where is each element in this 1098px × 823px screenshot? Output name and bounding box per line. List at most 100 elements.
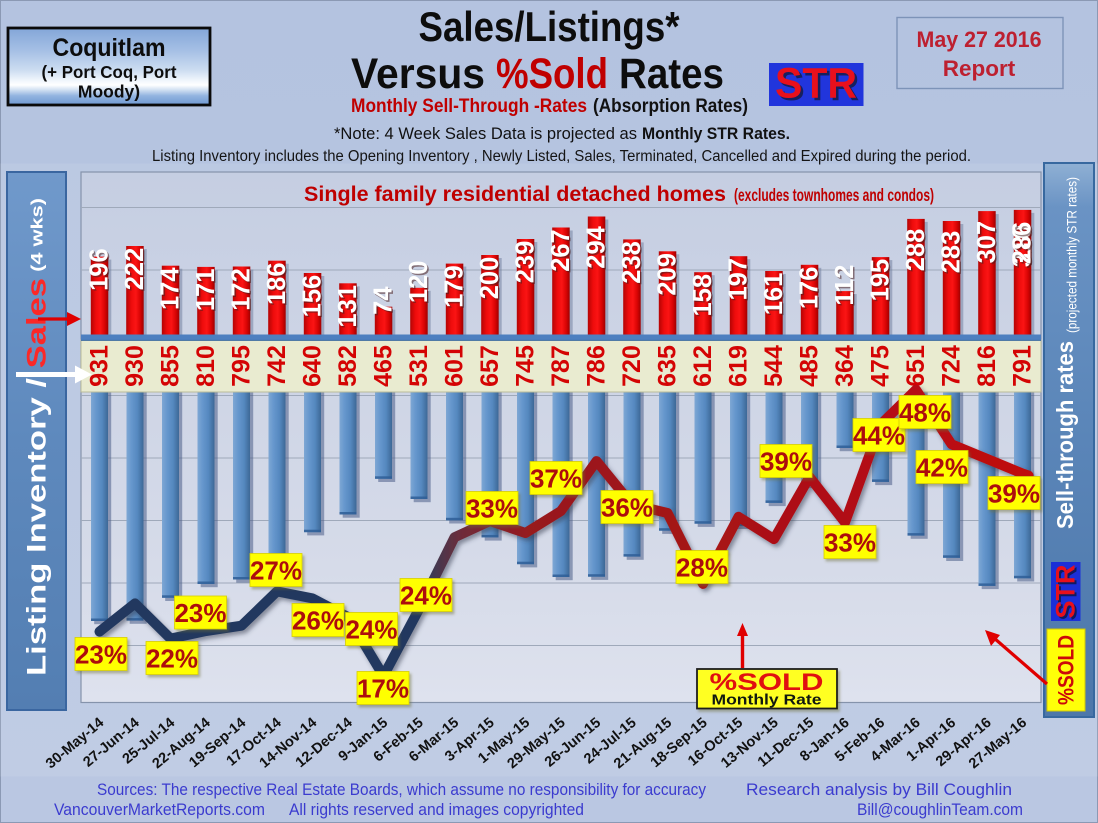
svg-text:931: 931: [86, 345, 114, 387]
svg-text:%SOLD: %SOLD: [710, 669, 824, 696]
svg-text:131: 131: [334, 285, 362, 328]
svg-text:*Note: 4 Week Sales Data is pr: *Note: 4 Week Sales Data is projected as: [334, 125, 637, 143]
svg-text:(excludes townhomes and condos: (excludes townhomes and condos): [734, 185, 934, 205]
svg-text:209: 209: [655, 255, 683, 298]
svg-text:24%: 24%: [345, 615, 397, 645]
svg-text:STR: STR: [1053, 567, 1083, 621]
svg-text:294: 294: [583, 225, 611, 268]
svg-text:33%: 33%: [466, 494, 518, 524]
svg-text:172: 172: [229, 270, 257, 313]
svg-text:(projected monthly STR rates): (projected monthly STR rates): [1065, 177, 1080, 333]
svg-text:VancouverMarketReports.com: VancouverMarketReports.com: [54, 800, 265, 819]
svg-text:179: 179: [442, 267, 470, 310]
svg-text:582: 582: [334, 345, 362, 387]
svg-text:197: 197: [724, 258, 752, 301]
svg-text:Monthly Rate: Monthly Rate: [712, 693, 822, 709]
svg-text:222: 222: [123, 249, 151, 292]
svg-text:39%: 39%: [760, 447, 812, 477]
svg-text:283: 283: [938, 231, 966, 274]
svg-text:Listing Inventory / Sales (4: Listing Inventory / Sales (4 wks): [22, 198, 52, 676]
svg-text:239: 239: [511, 241, 539, 284]
svg-text:791: 791: [1009, 345, 1037, 387]
svg-text:42%: 42%: [916, 453, 968, 483]
svg-text:17%: 17%: [357, 674, 409, 704]
svg-text:307: 307: [973, 221, 1001, 264]
svg-text:310: 310: [1010, 226, 1038, 269]
svg-text:601: 601: [441, 345, 469, 387]
svg-text:267: 267: [547, 229, 575, 272]
svg-text:174: 174: [157, 267, 185, 310]
svg-text:All rights reserved and image: All rights reserved and images copyright…: [289, 800, 584, 819]
svg-text:Report: Report: [943, 56, 1016, 81]
svg-text:74: 74: [371, 287, 399, 316]
svg-text:288: 288: [902, 229, 930, 272]
svg-text:267: 267: [549, 231, 577, 274]
svg-text:37%: 37%: [530, 464, 582, 494]
svg-text:Sales/Listings*: Sales/Listings*: [419, 3, 681, 50]
svg-text:Versus: Versus: [351, 50, 485, 98]
svg-text:531: 531: [405, 345, 433, 387]
svg-text:195: 195: [867, 259, 895, 302]
svg-text:172: 172: [228, 268, 256, 311]
svg-text:176: 176: [795, 267, 823, 310]
svg-text:810: 810: [192, 345, 220, 387]
svg-text:131: 131: [336, 287, 364, 330]
svg-text:186: 186: [265, 264, 293, 307]
svg-text:465: 465: [370, 345, 398, 387]
svg-text:May 27 2016: May 27 2016: [917, 27, 1042, 52]
svg-text:STR: STR: [1051, 565, 1081, 619]
svg-text:238: 238: [618, 241, 646, 284]
svg-text:238: 238: [620, 243, 648, 286]
svg-text:286: 286: [1010, 223, 1038, 266]
svg-text:720: 720: [618, 345, 646, 387]
svg-text:171: 171: [194, 270, 222, 313]
svg-text:36%: 36%: [601, 493, 653, 523]
svg-text:176: 176: [797, 268, 825, 311]
svg-text:310: 310: [1009, 225, 1037, 268]
svg-text:745: 745: [512, 345, 540, 387]
svg-text:171: 171: [192, 269, 220, 312]
svg-text:(Absorption Rates): (Absorption Rates): [593, 96, 748, 117]
svg-text:26%: 26%: [292, 606, 344, 636]
svg-text:Monthly Sell-Through -Rates: Monthly Sell-Through -Rates: [351, 96, 587, 117]
svg-text:209: 209: [653, 253, 681, 296]
svg-text:222: 222: [121, 248, 149, 291]
svg-text:22%: 22%: [146, 644, 198, 674]
svg-text:196: 196: [85, 248, 113, 291]
svg-text:33%: 33%: [824, 528, 876, 558]
svg-text:200: 200: [478, 258, 506, 301]
svg-text:195: 195: [868, 260, 896, 303]
svg-text:STR: STR: [775, 60, 857, 108]
svg-text:635: 635: [654, 345, 682, 387]
svg-text:651: 651: [902, 345, 930, 387]
svg-text:120: 120: [405, 261, 433, 304]
svg-text:294: 294: [584, 227, 612, 270]
svg-text:286: 286: [1009, 222, 1037, 265]
svg-text:(+ Port Coq, Port: (+ Port Coq, Port: [42, 62, 177, 82]
svg-text:44%: 44%: [853, 421, 905, 451]
svg-text:657: 657: [476, 345, 504, 387]
svg-text:612: 612: [689, 345, 717, 387]
svg-text:158: 158: [691, 275, 719, 318]
svg-text:Sell-through rates: Sell-through rates: [1052, 341, 1078, 529]
svg-text:28%: 28%: [676, 553, 728, 583]
svg-text:186: 186: [263, 262, 291, 305]
svg-text:742: 742: [263, 345, 291, 387]
svg-text:544: 544: [760, 345, 788, 387]
svg-text:120: 120: [407, 262, 435, 305]
svg-text:787: 787: [547, 345, 575, 387]
svg-text:200: 200: [476, 257, 504, 300]
svg-text:640: 640: [299, 345, 327, 387]
svg-text:Sources: The respective Real: Sources: The respective Real Estate Boar…: [97, 780, 706, 799]
svg-text:364: 364: [831, 345, 859, 387]
svg-text:Monthly STR Rates.: Monthly STR Rates.: [642, 125, 790, 143]
svg-text:Coquitlam: Coquitlam: [53, 34, 166, 62]
svg-text:48%: 48%: [899, 398, 951, 428]
svg-text:Bill@coughlinTeam.com: Bill@coughlinTeam.com: [857, 800, 1023, 819]
svg-text:239: 239: [513, 242, 541, 285]
svg-text:Moody): Moody): [78, 82, 140, 102]
svg-text:724: 724: [938, 345, 966, 387]
svg-text:855: 855: [157, 345, 185, 387]
svg-text:485: 485: [796, 345, 824, 387]
svg-text:%SOLD: %SOLD: [1054, 635, 1079, 705]
